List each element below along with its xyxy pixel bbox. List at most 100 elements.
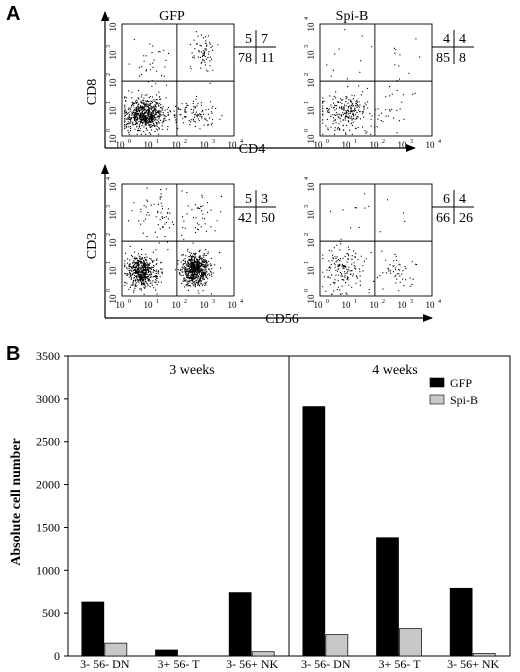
quadrant-percent: 7 bbox=[261, 32, 268, 47]
x-tick-exponent: 4 bbox=[438, 139, 441, 145]
y-tick-exponent: 1 bbox=[304, 101, 310, 104]
x-tick-label: 10 bbox=[116, 300, 126, 310]
cd56-label: CD56 bbox=[265, 312, 298, 327]
cd3-label: CD3 bbox=[85, 233, 100, 259]
x-tick-label: 10 bbox=[314, 140, 324, 150]
bar-gfp bbox=[155, 649, 178, 657]
x-tick-label: 10 bbox=[228, 300, 238, 310]
y-tick-label: 0 bbox=[54, 649, 60, 663]
y-tick-exponent: 0 bbox=[304, 289, 310, 292]
x-tick-exponent: 4 bbox=[240, 299, 243, 305]
y-tick-exponent: 3 bbox=[106, 45, 112, 48]
event-dots bbox=[124, 187, 222, 295]
x-tick-exponent: 0 bbox=[326, 299, 329, 305]
legend-label-spib: Spi-B bbox=[450, 393, 478, 407]
x-tick-exponent: 3 bbox=[410, 139, 413, 145]
legend-swatch-gfp bbox=[429, 377, 445, 388]
x-tick-exponent: 2 bbox=[382, 299, 385, 305]
bar-spi-b bbox=[472, 653, 496, 657]
x-tick-exponent: 3 bbox=[212, 139, 215, 145]
legend-label-gfp: GFP bbox=[450, 376, 472, 390]
quadrant-percent: 50 bbox=[261, 211, 275, 226]
event-dots bbox=[124, 31, 223, 135]
x-tick-label: 10 bbox=[342, 140, 352, 150]
quadrant-percent: 78 bbox=[238, 51, 252, 66]
panel-a-letter: A bbox=[6, 3, 20, 25]
y-tick-label: 10 bbox=[306, 50, 316, 60]
x-tick-label: 10 bbox=[370, 140, 380, 150]
y-tick-label: 10 bbox=[108, 238, 118, 248]
x-tick-exponent: 2 bbox=[382, 139, 385, 145]
y-tick-label: 1500 bbox=[36, 520, 60, 534]
x-tick-exponent: 0 bbox=[128, 299, 131, 305]
y-tick-exponent: 2 bbox=[106, 233, 112, 236]
dot-plot-frame bbox=[121, 183, 235, 297]
quadrant-percent: 66 bbox=[436, 211, 450, 226]
dot-plot-frame bbox=[319, 23, 433, 137]
y-tick-label: 10 bbox=[108, 50, 118, 60]
x-category-label: 3- 56+ NK bbox=[226, 657, 278, 671]
quadrant-percent: 4 bbox=[443, 32, 450, 47]
x-tick-label: 10 bbox=[370, 300, 380, 310]
plot-title-gfp: GFP bbox=[159, 9, 185, 24]
x-tick-exponent: 2 bbox=[184, 299, 187, 305]
x-tick-exponent: 1 bbox=[156, 299, 159, 305]
y-tick-exponent: 4 bbox=[106, 177, 112, 180]
y-tick-label: 10 bbox=[306, 238, 316, 248]
quadrant-percent: 4 bbox=[459, 192, 466, 207]
quadrant-percent: 11 bbox=[261, 51, 274, 66]
x-tick-exponent: 1 bbox=[354, 299, 357, 305]
x-tick-exponent: 4 bbox=[240, 139, 243, 145]
y-tick-exponent: 2 bbox=[304, 233, 310, 236]
bar-gfp bbox=[449, 587, 473, 657]
y-tick-label: 10 bbox=[108, 78, 118, 88]
bar-gfp bbox=[81, 601, 105, 657]
x-tick-label: 10 bbox=[314, 300, 324, 310]
y-tick-label: 10 bbox=[306, 182, 316, 192]
x-tick-label: 10 bbox=[116, 140, 126, 150]
x-tick-exponent: 0 bbox=[326, 139, 329, 145]
x-tick-exponent: 3 bbox=[410, 299, 413, 305]
y-tick-label: 3500 bbox=[36, 349, 60, 363]
panel-b-letter: B bbox=[6, 343, 20, 365]
x-category-label: 3+ 56- T bbox=[158, 657, 201, 671]
x-tick-exponent: 1 bbox=[354, 139, 357, 145]
bar-chart: 0 500 1000 1500 2000 2500 3000 3500 3- 56- DN 3+ … bbox=[36, 349, 500, 671]
bar-spi-b bbox=[104, 642, 128, 657]
y-tick-exponent: 0 bbox=[106, 289, 112, 292]
dot-plot-frame bbox=[319, 183, 433, 297]
legend-swatch-spib bbox=[429, 394, 445, 405]
bar-spi-b bbox=[251, 651, 275, 657]
y-tick-exponent: 1 bbox=[304, 261, 310, 264]
quadrant-percent: 85 bbox=[436, 51, 450, 66]
quadrant-percent: 26 bbox=[459, 211, 473, 226]
cd8-label: CD8 bbox=[85, 79, 100, 105]
y-tick-exponent: 3 bbox=[106, 205, 112, 208]
quadrant-percent: 5 bbox=[245, 192, 252, 207]
y-tick-label: 10 bbox=[306, 22, 316, 32]
x-tick-label: 10 bbox=[200, 300, 210, 310]
x-tick-exponent: 2 bbox=[184, 139, 187, 145]
cd4-label: CD4 bbox=[239, 142, 265, 157]
y-tick-exponent: 2 bbox=[106, 73, 112, 76]
x-tick-label: 10 bbox=[144, 300, 154, 310]
x-category-label: 3+ 56- T bbox=[379, 657, 422, 671]
y-tick-exponent: 3 bbox=[304, 205, 310, 208]
event-dots bbox=[322, 29, 421, 135]
x-tick-label: 10 bbox=[228, 140, 238, 150]
bar-spi-b bbox=[325, 634, 349, 657]
x-tick-label: 10 bbox=[342, 300, 352, 310]
y-tick-exponent: 4 bbox=[106, 17, 112, 20]
bar-gfp bbox=[376, 537, 399, 657]
y-tick-label: 10 bbox=[108, 106, 118, 116]
y-tick-exponent: 3 bbox=[304, 45, 310, 48]
event-dots bbox=[322, 193, 418, 295]
y-tick-label: 10 bbox=[108, 22, 118, 32]
y-tick-exponent: 1 bbox=[106, 261, 112, 264]
quadrant-percent: 4 bbox=[459, 32, 466, 47]
y-tick-label: 10 bbox=[306, 210, 316, 220]
x-category-label: 3- 56- DN bbox=[301, 657, 351, 671]
